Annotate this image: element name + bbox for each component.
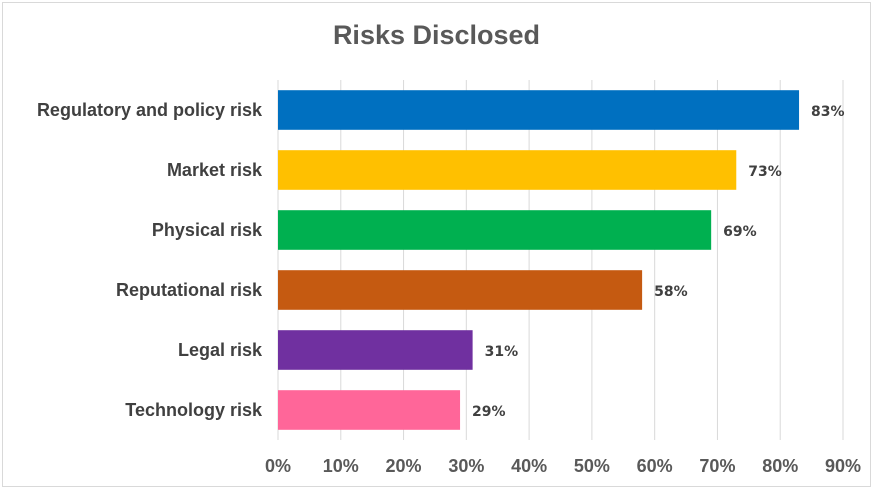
x-tick-label: 10% [323,456,359,476]
category-label: Technology risk [125,400,263,420]
category-label: Legal risk [178,340,263,360]
category-label: Market risk [167,160,263,180]
x-tick-label: 70% [699,456,735,476]
bar-regulatory-and-policy-risk [278,90,800,130]
category-label: Reputational risk [116,280,263,300]
data-label: 69% [723,224,757,240]
category-label: Physical risk [152,220,263,240]
x-tick-label: 0% [265,456,291,476]
gridlines [277,80,844,440]
bar-market-risk [278,150,737,190]
x-tick-label: 90% [825,456,861,476]
category-label: Regulatory and policy risk [37,100,263,120]
x-tick-label: 40% [511,456,547,476]
x-tick-label: 50% [574,456,610,476]
data-label: 83% [811,104,845,120]
x-tick-label: 80% [762,456,798,476]
bar-reputational-risk [278,270,643,310]
data-label: 73% [748,164,782,180]
chart-title: Risks Disclosed [332,20,541,50]
bars [278,90,800,430]
bar-physical-risk [278,210,712,250]
data-label: 31% [485,344,519,360]
data-label: 29% [472,404,506,420]
x-tick-label: 20% [386,456,422,476]
bar-technology-risk [278,390,461,430]
bar-legal-risk [278,330,473,370]
x-tick-label: 60% [637,456,673,476]
x-tick-label: 30% [448,456,484,476]
labels: 0% 10% 20% 30% 40% 50% 60% 70% 80% 90% Regulatory … [37,100,861,476]
data-label: 58% [654,284,688,300]
